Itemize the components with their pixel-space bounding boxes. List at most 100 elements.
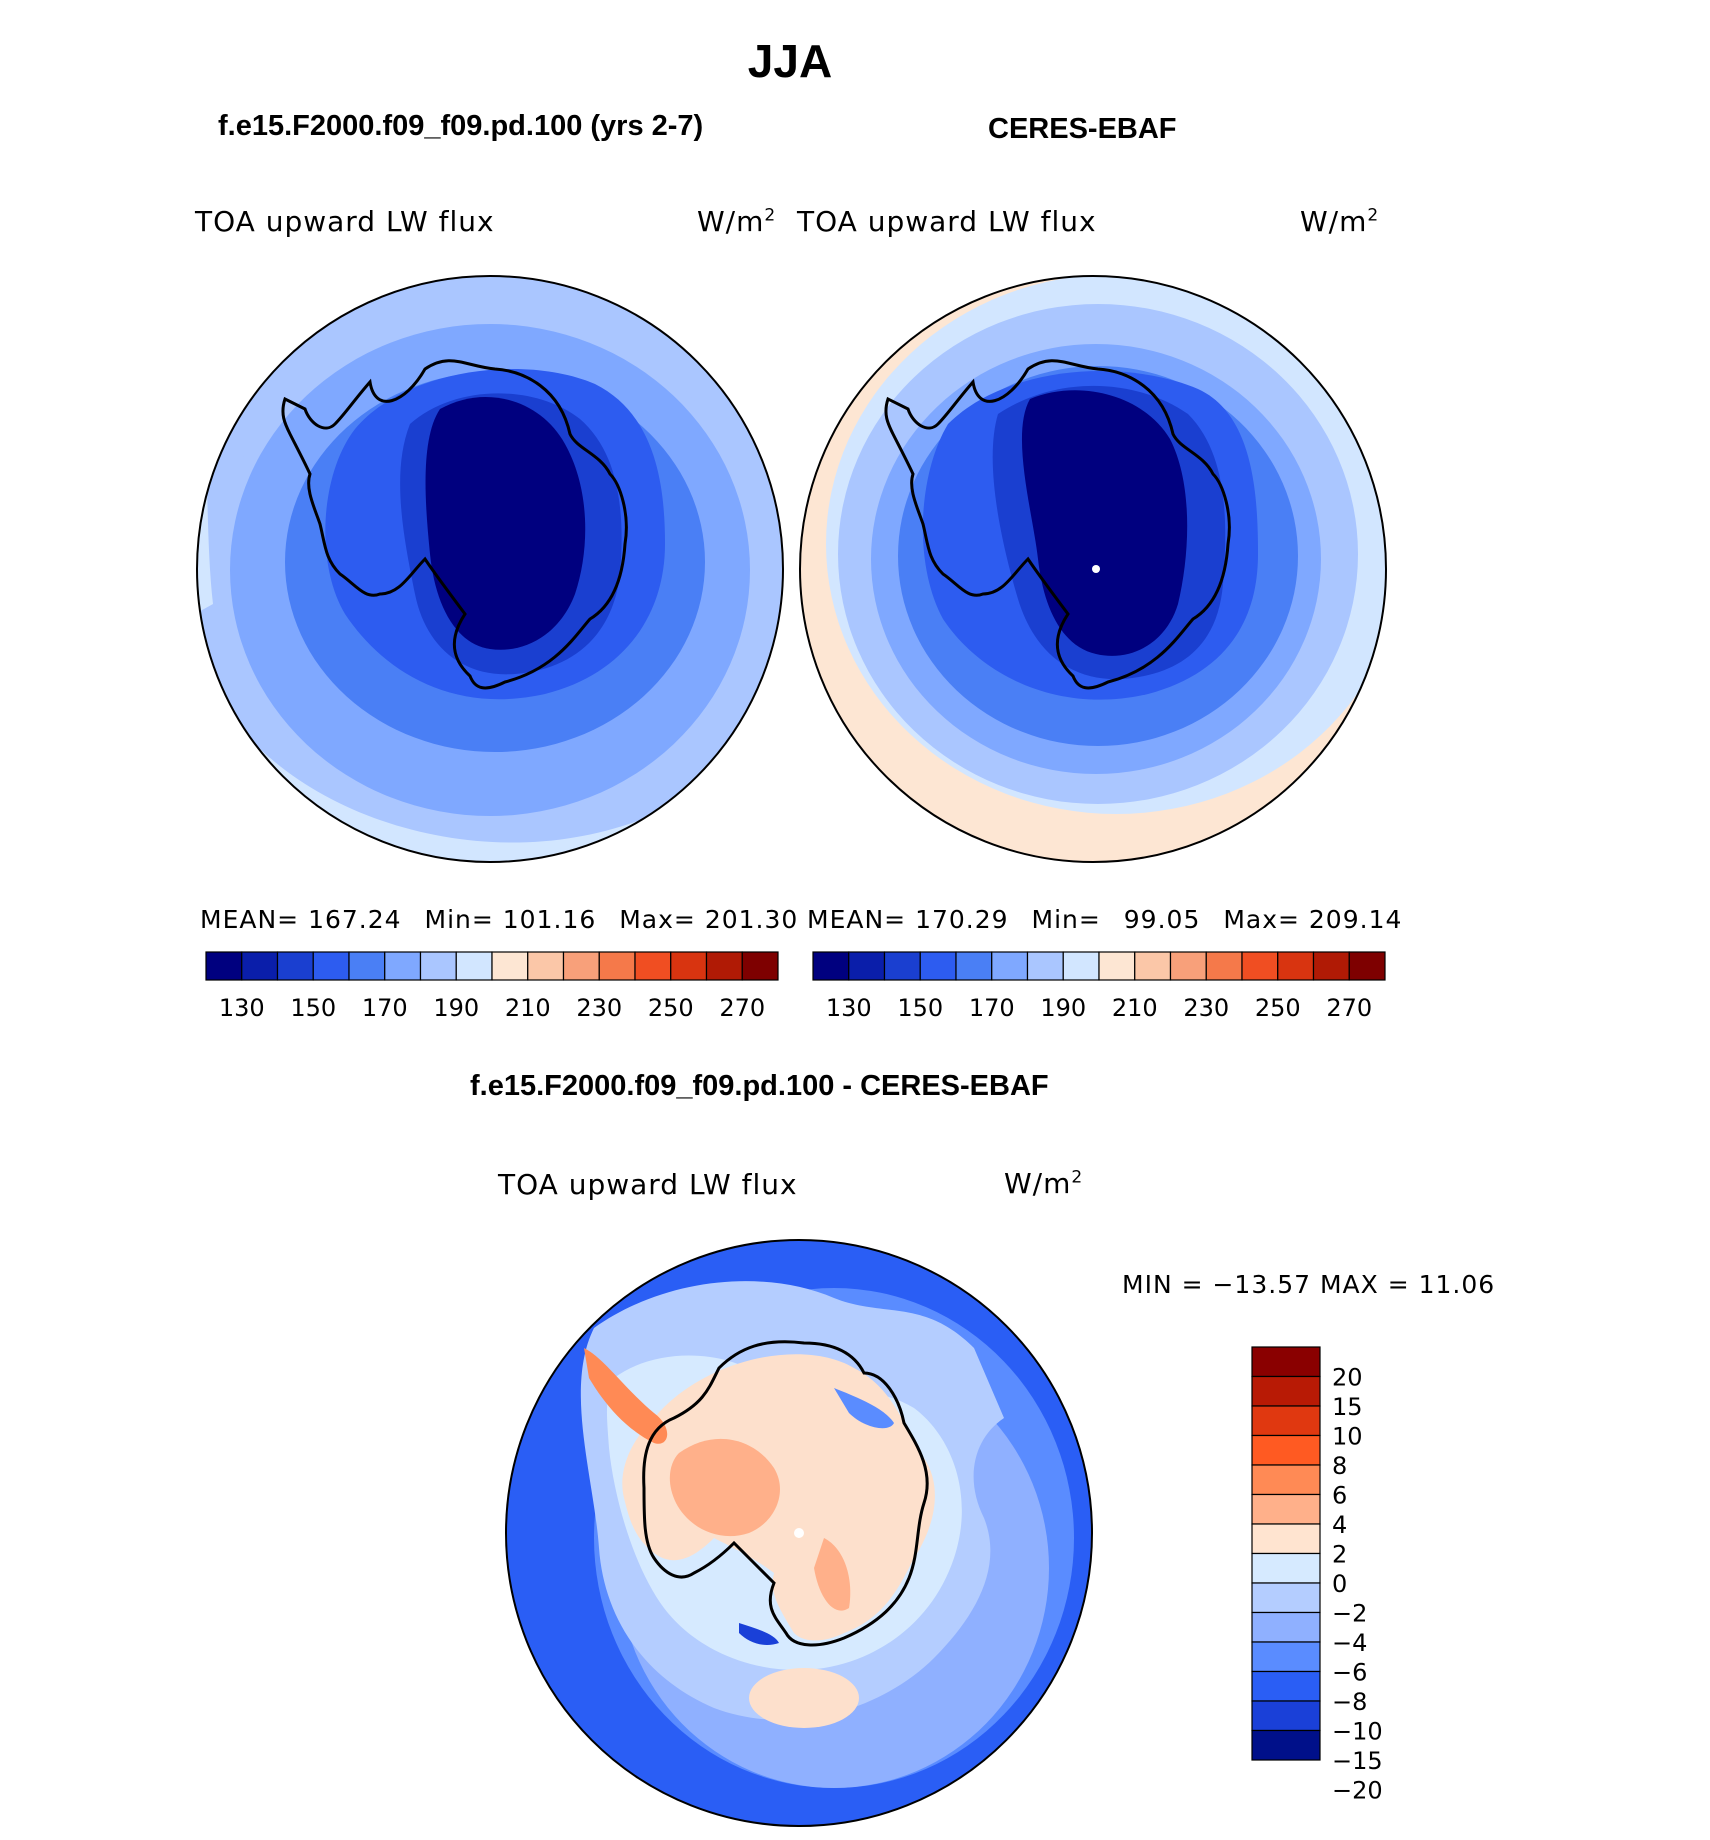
colorbar-tick-label: 20 [1332, 1364, 1363, 1392]
colorbar-swatch [1251, 1464, 1321, 1496]
colorbar-tick-label: 270 [1326, 994, 1372, 1022]
panel1-stats: MEAN= 167.24 Min= 101.16 Max= 201.30 [200, 905, 798, 934]
colorbar-swatch [1251, 1346, 1321, 1378]
panel2-colorbar: 130 150 170 190 210 230 250 270 [812, 951, 1386, 1022]
colorbar-swatch [1251, 1375, 1321, 1407]
panel2-max-label: Max= [1223, 905, 1300, 934]
colorbar-tick-label: 210 [1112, 994, 1158, 1022]
diff-warm-anomaly [749, 1668, 859, 1728]
colorbar-tick-label: −8 [1332, 1688, 1367, 1716]
panel2-max-value: 209.14 [1308, 905, 1403, 934]
colorbar-tick-label: 230 [1183, 994, 1229, 1022]
diff-cold-anomaly [739, 1623, 779, 1645]
antarctica-coastline [884, 359, 1231, 690]
colorbar-swatch [384, 951, 422, 981]
colorbar-swatch [670, 951, 708, 981]
panel2-mean-label: MEAN= [807, 905, 907, 934]
colorbar-swatch [919, 951, 957, 981]
colorbar-swatch [1312, 951, 1350, 981]
colorbar-swatch [1062, 951, 1100, 981]
colorbar-swatch [1251, 1611, 1321, 1643]
colorbar-swatch [348, 951, 386, 981]
panel1-mean-value: 167.24 [308, 905, 402, 934]
colorbar-swatch [491, 951, 529, 981]
colorbar-tick-label: 210 [505, 994, 551, 1022]
panel1-mean-label: MEAN= [200, 905, 300, 934]
colorbar-swatch [205, 951, 243, 981]
colorbar-tick-label: −15 [1332, 1747, 1383, 1775]
panel2-variable-label: TOA upward LW flux [797, 205, 1097, 238]
diff-panel-title: f.e15.F2000.f09_f09.pd.100 - CERES-EBAF [470, 1070, 1049, 1102]
colorbar-swatch [955, 951, 993, 981]
colorbar-tick-label: 170 [969, 994, 1015, 1022]
map-boundary [799, 275, 1387, 863]
panel2-min-value: 99.05 [1123, 905, 1201, 934]
diff-min-max: MIN = −13.57 MAX = 11.06 [1122, 1270, 1496, 1299]
colorbar-tick-label: 130 [826, 994, 872, 1022]
colorbar-swatch [312, 951, 350, 981]
colorbar-tick-label: 2 [1332, 1541, 1347, 1569]
colorbar-swatch [1251, 1552, 1321, 1584]
colorbar-swatch [1251, 1405, 1321, 1437]
colorbar-tick-label: −2 [1332, 1600, 1367, 1628]
colorbar-swatch [1348, 951, 1386, 981]
figure-title: JJA [747, 35, 833, 87]
colorbar-swatch [1277, 951, 1315, 981]
colorbar-swatch [634, 951, 672, 981]
pole-marker [794, 1528, 804, 1538]
colorbar-swatch [705, 951, 743, 981]
colorbar-swatch [883, 951, 921, 981]
colorbar-swatch [455, 951, 493, 981]
colorbar-swatch [1251, 1434, 1321, 1466]
panel2-mean-value: 170.29 [915, 905, 1009, 934]
colorbar-swatch [1251, 1641, 1321, 1673]
colorbar-tick-label: −10 [1332, 1718, 1383, 1746]
colorbar-swatch [1251, 1670, 1321, 1702]
antarctica-coastline [642, 1340, 929, 1647]
panel1-polar-map [196, 275, 784, 863]
colorbar-swatch [276, 951, 314, 981]
diff-warm-anomaly [814, 1538, 851, 1611]
panel1-variable-label: TOA upward LW flux [195, 205, 495, 238]
colorbar-tick-label: 130 [219, 994, 265, 1022]
colorbar-swatch [1134, 951, 1172, 981]
panel1-colorbar: 130 150 170 190 210 230 250 270 [205, 951, 779, 1022]
colorbar-swatch [741, 951, 779, 981]
diff-cold-anomaly [834, 1388, 894, 1429]
colorbar-tick-label: 250 [648, 994, 694, 1022]
colorbar-swatch [1169, 951, 1207, 981]
colorbar-tick-label: −6 [1332, 1659, 1367, 1687]
colorbar-swatch [1251, 1582, 1321, 1614]
panel2-polar-map [799, 275, 1387, 863]
panel2-stats: MEAN= 170.29 Min= 99.05 Max= 209.14 [807, 905, 1402, 934]
colorbar-tick-label: 10 [1332, 1423, 1363, 1451]
diff-warm-anomaly [584, 1348, 668, 1444]
colorbar-tick-label: 8 [1332, 1452, 1347, 1480]
colorbar-swatch [527, 951, 565, 981]
colorbar-swatch [1205, 951, 1243, 981]
map-boundary [196, 275, 784, 863]
colorbar-tick-label: −20 [1332, 1777, 1383, 1805]
colorbar-tick-label: 250 [1255, 994, 1301, 1022]
antarctica-coastline [281, 359, 628, 690]
colorbar-swatch [1026, 951, 1064, 981]
panel1-min-value: 101.16 [502, 905, 597, 934]
colorbar-swatch [848, 951, 886, 981]
colorbar-swatch [1098, 951, 1136, 981]
case-panel-title: f.e15.F2000.f09_f09.pd.100 (yrs 2-7) [218, 110, 704, 142]
interior-contour [1021, 390, 1188, 656]
colorbar-swatch [812, 951, 850, 981]
panel2-min-label: Min= [1031, 905, 1101, 934]
colorbar-swatch [1241, 951, 1279, 981]
panel2-units-label: W/m2 [1300, 205, 1380, 238]
colorbar-swatch [1251, 1700, 1321, 1732]
colorbar-swatch [1251, 1523, 1321, 1555]
colorbar-tick-label: 170 [362, 994, 408, 1022]
panel1-units-label: W/m2 [697, 205, 777, 238]
diff-warm-anomaly [669, 1438, 780, 1537]
colorbar-tick-label: 6 [1332, 1482, 1347, 1510]
panel3-variable-label: TOA upward LW flux [498, 1168, 798, 1201]
colorbar-tick-label: −4 [1332, 1629, 1367, 1657]
pole-marker [1092, 565, 1100, 573]
colorbar-tick-label: 270 [719, 994, 765, 1022]
